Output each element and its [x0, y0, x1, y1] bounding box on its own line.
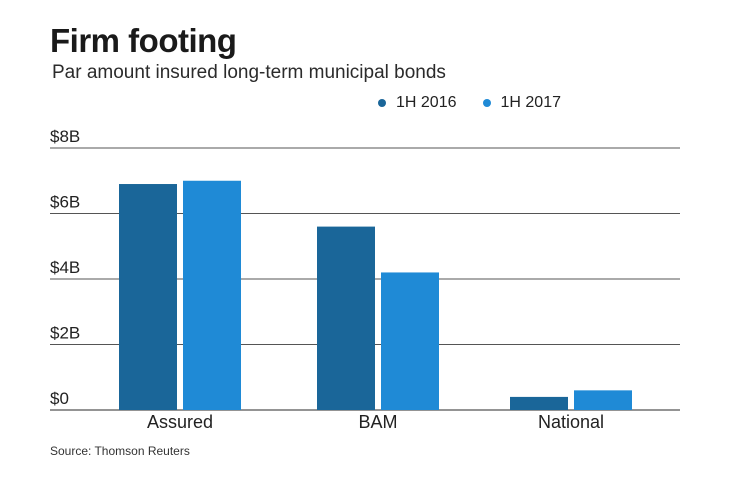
- bar-assured-1h-2016: [119, 184, 177, 410]
- bar-bam-1h-2017: [381, 272, 439, 410]
- source-note: Source: Thomson Reuters: [50, 444, 190, 458]
- legend-swatch-1h-2017: [482, 99, 491, 107]
- bar-national-1h-2017: [574, 390, 632, 410]
- x-tick-label: BAM: [358, 412, 397, 432]
- legend: 1H 2016 1H 2017: [378, 94, 561, 112]
- bar-assured-1h-2017: [183, 180, 241, 410]
- x-tick-label: Assured: [147, 412, 213, 432]
- legend-item-1h-2016: 1H 2016: [378, 94, 457, 112]
- y-tick-label: $2B: [50, 324, 80, 343]
- bar-national-1h-2016: [510, 396, 568, 410]
- y-tick-label: $0: [50, 389, 69, 408]
- legend-label-1h-2016: 1H 2016: [396, 94, 457, 111]
- y-tick-label: $8B: [50, 127, 80, 146]
- legend-label-1h-2017: 1H 2017: [500, 94, 562, 111]
- x-tick-label: National: [538, 412, 604, 432]
- bar-bam-1h-2016: [317, 226, 375, 410]
- y-tick-label: $6B: [50, 193, 80, 212]
- y-tick-label: $4B: [50, 258, 80, 277]
- legend-swatch-1h-2016: [378, 99, 386, 107]
- chart-subtitle: Par amount insured long-term municipal b…: [52, 62, 446, 83]
- legend-item-1h-2017: 1H 2017: [482, 94, 562, 112]
- chart-title: Firm footing: [50, 22, 237, 59]
